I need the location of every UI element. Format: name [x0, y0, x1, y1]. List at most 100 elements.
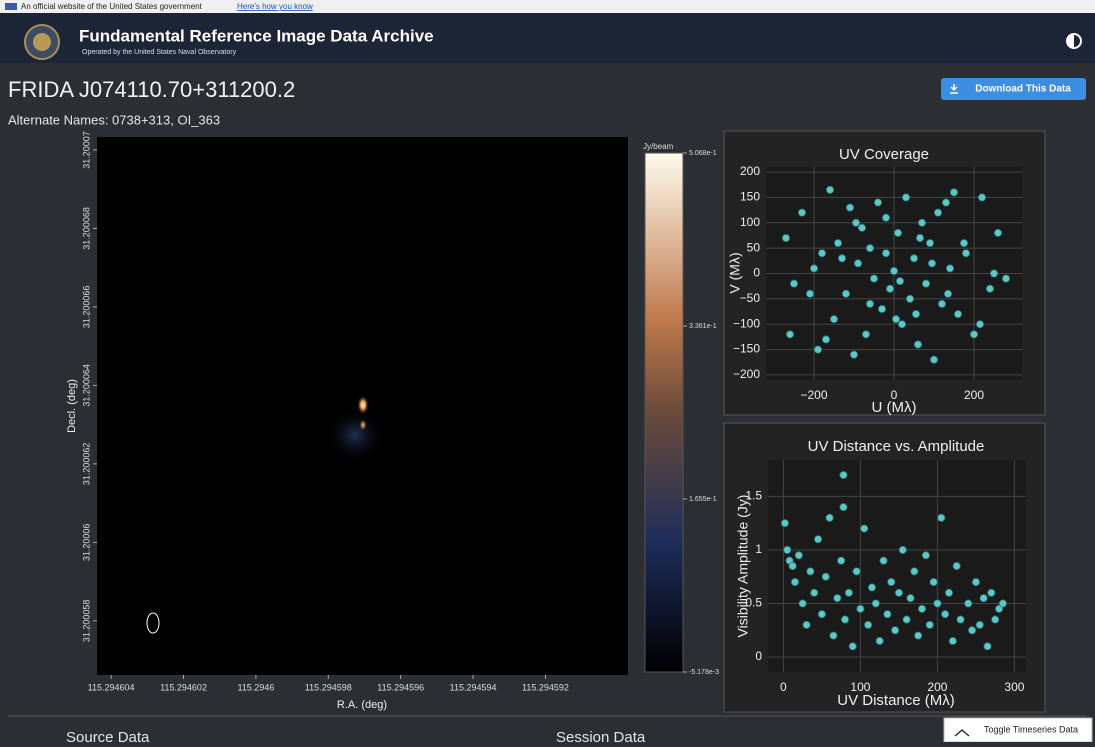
point — [861, 525, 868, 532]
point — [882, 214, 889, 221]
point — [834, 239, 841, 246]
point — [930, 578, 937, 585]
x-tick-label: 0 — [780, 680, 787, 694]
point — [934, 209, 941, 216]
point — [918, 219, 925, 226]
y-tick-label: 31.20007 — [81, 131, 91, 169]
y-tick-label: 31.200062 — [81, 443, 91, 486]
point — [822, 336, 829, 343]
logo-emblem — [33, 33, 51, 51]
point — [830, 632, 837, 639]
y-tick-label: 31.200066 — [81, 286, 91, 329]
point — [838, 557, 845, 564]
colorbar — [645, 153, 683, 672]
point — [814, 346, 821, 353]
y-tick-label: −100 — [733, 316, 760, 330]
point — [888, 578, 895, 585]
banner-link[interactable]: Here's how you know — [237, 2, 313, 11]
point — [914, 341, 921, 348]
point — [870, 275, 877, 282]
point — [942, 199, 949, 206]
toggle-button-label: Toggle Timeseries Data — [984, 724, 1078, 734]
point — [842, 290, 849, 297]
alternate-names: Alternate Names: 0738+313, OI_363 — [8, 112, 220, 127]
y-axis-label: Visibility Amplitude (Jy) — [735, 495, 751, 638]
x-tick-label: 115.2946 — [237, 682, 274, 692]
image-halo — [325, 407, 385, 463]
y-tick-label: −150 — [733, 342, 760, 356]
y-tick-label: 1.5 — [745, 489, 762, 503]
point — [858, 224, 865, 231]
point — [868, 584, 875, 591]
x-tick-label: 200 — [927, 680, 947, 694]
y-tick-label: 0.5 — [745, 596, 762, 610]
banner-text: An official website of the United States… — [21, 2, 203, 11]
x-tick-label: 115.294598 — [305, 682, 352, 692]
point — [850, 351, 857, 358]
point — [838, 255, 845, 262]
point — [945, 589, 952, 596]
point — [878, 305, 885, 312]
y-tick-label: 31.200064 — [81, 364, 91, 407]
section-heading: Source Data — [66, 729, 150, 742]
point — [892, 316, 899, 323]
flag-icon — [5, 3, 17, 10]
point — [840, 504, 847, 511]
point — [976, 621, 983, 628]
y-axis-label: V (Mλ) — [727, 252, 743, 293]
point — [903, 616, 910, 623]
point — [944, 290, 951, 297]
point — [898, 321, 905, 328]
point — [938, 514, 945, 521]
y-axis-label: Decl. (deg) — [66, 379, 78, 433]
y-tick-label: 31.200068 — [81, 207, 91, 250]
point — [988, 589, 995, 596]
point — [942, 611, 949, 618]
point — [799, 600, 806, 607]
point — [926, 621, 933, 628]
point — [852, 219, 859, 226]
x-tick-label: 115.294592 — [522, 682, 569, 692]
point — [886, 285, 893, 292]
x-tick-label: 200 — [964, 388, 984, 402]
x-axis-label: UV Distance (Mλ) — [837, 692, 955, 709]
point — [990, 270, 997, 277]
point — [976, 321, 983, 328]
point — [784, 546, 791, 553]
point — [946, 265, 953, 272]
point — [895, 589, 902, 596]
point — [953, 562, 960, 569]
point — [874, 199, 881, 206]
point — [872, 600, 879, 607]
point — [986, 285, 993, 292]
point — [884, 611, 891, 618]
point — [992, 616, 999, 623]
point — [853, 568, 860, 575]
point — [907, 595, 914, 602]
point — [806, 290, 813, 297]
point — [814, 536, 821, 543]
point — [826, 514, 833, 521]
point — [910, 255, 917, 262]
point — [846, 204, 853, 211]
point — [938, 300, 945, 307]
point — [845, 589, 852, 596]
y-tick-label: 1 — [755, 542, 762, 556]
point — [915, 632, 922, 639]
point — [972, 578, 979, 585]
point — [980, 595, 987, 602]
y-tick-label: 200 — [740, 164, 760, 178]
header-title: Fundamental Reference Image Data Archive — [79, 26, 434, 45]
y-tick-label: 0 — [753, 266, 760, 280]
point — [918, 605, 925, 612]
download-button-label: Download This Data — [975, 84, 1071, 95]
point — [882, 250, 889, 257]
point — [896, 278, 903, 285]
point — [782, 234, 789, 241]
point — [818, 611, 825, 618]
point — [790, 280, 797, 287]
point — [984, 643, 991, 650]
point — [866, 245, 873, 252]
colorbar-tick-label: -5.178e-3 — [689, 669, 719, 676]
y-tick-label: 100 — [740, 215, 760, 229]
